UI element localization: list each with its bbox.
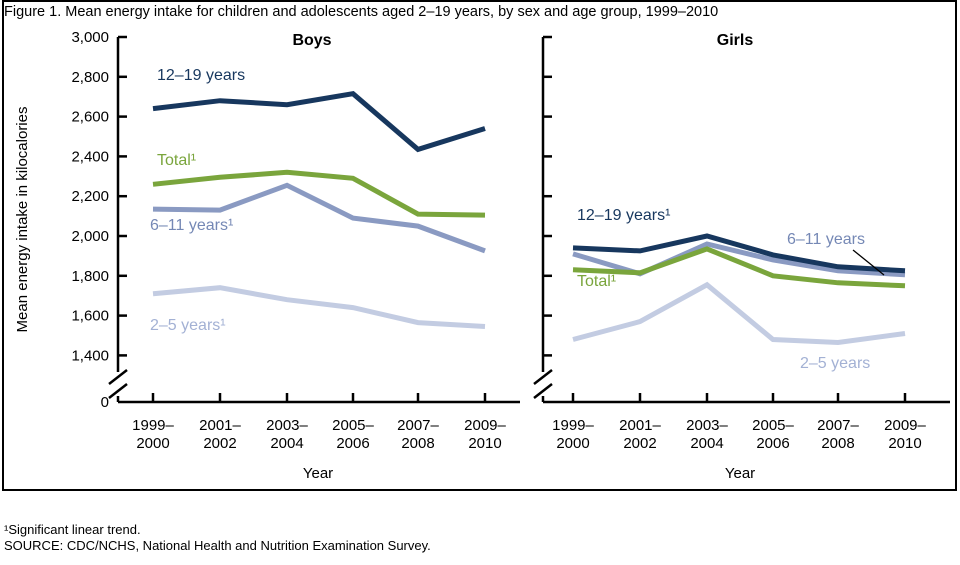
y-tick-label: 2,000 <box>71 228 109 245</box>
series-label: 2–5 years <box>800 355 870 372</box>
x-tick-label: 1999– <box>552 417 594 434</box>
panel-girls: Girls1999–20002001–20022003–20042005–200… <box>533 32 950 482</box>
series-line-girls-2-5-years <box>572 281 906 346</box>
y-tick-label: 2,800 <box>71 69 109 86</box>
energy-intake-line-chart: Mean energy intake in kilocalories Boys 3,… <box>2 0 957 491</box>
panel-title: Girls <box>717 32 754 49</box>
footnote-source: SOURCE: CDC/NCHS, National Health and Nu… <box>4 538 431 553</box>
x-tick-label: 2008 <box>821 435 854 452</box>
axis-break-icon <box>108 369 128 385</box>
x-tick-label: 2005– <box>332 417 374 434</box>
panel-title: Boys <box>292 32 331 49</box>
x-tick-label: 2001– <box>199 417 241 434</box>
series-line-boys-Total <box>152 169 486 218</box>
x-tick-label: 2010 <box>888 435 921 452</box>
x-tick-label: 2004 <box>690 435 723 452</box>
y-tick-label: 1,400 <box>71 347 109 364</box>
x-tick-label: 2006 <box>756 435 789 452</box>
x-tick-label: 2002 <box>203 435 236 452</box>
y-tick-label: 2,400 <box>71 148 109 165</box>
y-tick-label: 3,000 <box>71 29 109 46</box>
series-label: 12–19 years <box>157 67 245 84</box>
y-tick-label: 0 <box>101 394 109 411</box>
x-tick-label: 2009– <box>884 417 926 434</box>
axis-break-icon <box>533 369 553 385</box>
chart-frame-border <box>2 0 957 491</box>
series-line-girls-Total <box>572 246 906 289</box>
x-tick-label: 2002 <box>623 435 656 452</box>
series-label: 6–11 years¹ <box>150 217 233 234</box>
figure-title: Figure 1. Mean energy intake for childre… <box>4 4 719 20</box>
series-line-boys-2-5-years <box>152 285 486 329</box>
axis-break-icon <box>108 383 128 399</box>
x-tick-label: 2000 <box>136 435 169 452</box>
panel-boys: Boys 3,000 2,800 2,600 2,400 2,200 2,000 1,800 1… <box>71 29 520 482</box>
x-axis-title: Year <box>303 465 333 482</box>
series-line-boys-6-11-years <box>152 182 486 254</box>
x-tick-label: 2010 <box>468 435 501 452</box>
y-tick-label: 2,200 <box>71 188 109 205</box>
x-tick-label: 2009– <box>464 417 506 434</box>
x-tick-label: 2004 <box>270 435 303 452</box>
series-label: Total¹ <box>577 273 616 290</box>
x-tick-label: 2000 <box>556 435 589 452</box>
y-tick-label: 2,600 <box>71 109 109 126</box>
x-tick-label: 2003– <box>266 417 308 434</box>
x-tick-label: 2007– <box>397 417 439 434</box>
series-line-girls-12-19-years <box>572 233 906 274</box>
x-tick-label: 2003– <box>686 417 728 434</box>
series-line-boys-12-19-years <box>152 91 486 153</box>
y-axis-title: Mean energy intake in kilocalories <box>14 107 31 333</box>
y-tick-label: 1,800 <box>71 268 109 285</box>
footnote-significant-trend: ¹Significant linear trend. <box>4 522 141 537</box>
series-label: 2–5 years¹ <box>150 317 226 334</box>
x-tick-label: 1999– <box>132 417 174 434</box>
y-tick-label: 1,600 <box>71 308 109 325</box>
series-label: Total¹ <box>157 152 196 169</box>
x-tick-label: 2001– <box>619 417 661 434</box>
x-tick-label: 2008 <box>401 435 434 452</box>
axis-break-icon <box>533 383 553 399</box>
x-tick-label: 2007– <box>817 417 859 434</box>
x-tick-label: 2005– <box>752 417 794 434</box>
series-label: 12–19 years¹ <box>577 207 670 224</box>
x-axis-title: Year <box>725 465 755 482</box>
series-label: 6–11 years <box>787 231 865 248</box>
x-tick-label: 2006 <box>336 435 369 452</box>
label-pointer-line <box>852 249 885 276</box>
